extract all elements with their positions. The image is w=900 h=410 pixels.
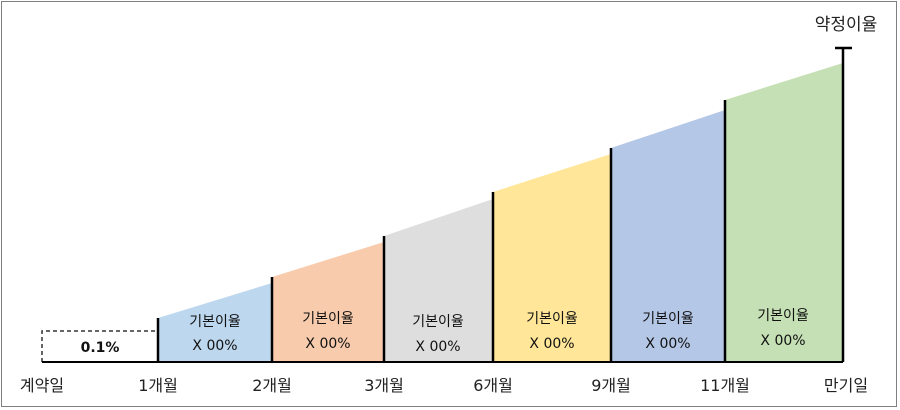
- segment-2-fill: [272, 242, 384, 362]
- segment-2-multiplier: X 00%: [305, 336, 350, 352]
- segment-6-multiplier: X 00%: [760, 333, 805, 349]
- axis-label-9-months: 9개월: [591, 376, 631, 395]
- contract-rate-label: 약정이율: [815, 15, 878, 35]
- segment-6-rate-label: 기본이율: [757, 308, 809, 324]
- axis-label-11-months: 11개월: [700, 376, 750, 395]
- axis-label-2-months: 2개월: [252, 376, 292, 395]
- axis-label-contract-date: 계약일: [20, 376, 64, 395]
- segment-3-multiplier: X 00%: [415, 339, 460, 355]
- segment-1: 기본이율 X 00%: [158, 283, 272, 362]
- segment-5-fill: [611, 110, 725, 362]
- time-axis-labels: 계약일 1개월 2개월 3개월 6개월 9개월 11개월 만기일: [20, 376, 868, 395]
- segment-2: 기본이율 X 00%: [272, 242, 384, 362]
- segment-3: 기본이율 X 00%: [384, 199, 493, 362]
- initial-rate-box: 0.1%: [41, 330, 157, 362]
- segment-1-rate-label: 기본이율: [189, 314, 241, 330]
- segment-2-rate-label: 기본이율: [302, 311, 354, 327]
- segment-4-rate-label: 기본이율: [526, 311, 578, 327]
- segment-1-fill: [158, 283, 272, 362]
- segment-3-fill: [384, 199, 493, 362]
- segment-5-multiplier: X 00%: [645, 336, 690, 352]
- axis-label-3-months: 3개월: [364, 376, 404, 395]
- segment-3-rate-label: 기본이율: [412, 314, 464, 330]
- segment-4: 기본이율 X 00%: [493, 154, 611, 362]
- segment-5: 기본이율 X 00%: [611, 110, 725, 362]
- segment-1-multiplier: X 00%: [192, 338, 237, 354]
- initial-rate-dashed-outline: [41, 330, 157, 362]
- initial-rate-label: 0.1%: [81, 340, 120, 356]
- segment-5-rate-label: 기본이율: [642, 311, 694, 327]
- axis-label-maturity-date: 만기일: [824, 376, 868, 395]
- axis-label-6-months: 6개월: [473, 376, 513, 395]
- segment-6: 기본이율 X 00%: [725, 63, 843, 362]
- segment-4-multiplier: X 00%: [529, 336, 574, 352]
- segment-4-fill: [493, 154, 611, 362]
- segment-6-fill: [725, 63, 843, 362]
- axis-label-1-month: 1개월: [138, 376, 178, 395]
- dividers: [156, 46, 852, 362]
